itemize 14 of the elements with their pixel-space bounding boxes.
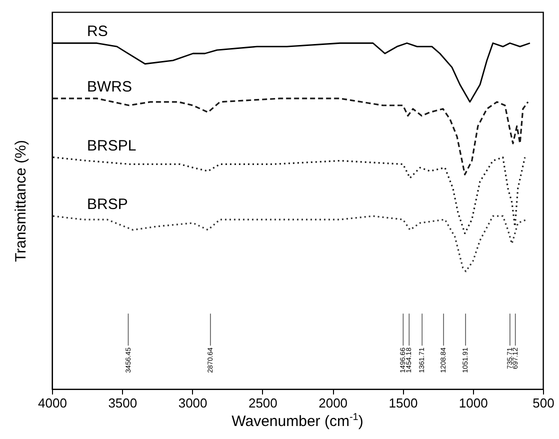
x-tick-label: 4000 — [38, 396, 67, 410]
x-tick-label: 2000 — [318, 396, 348, 410]
series-label: BRSPL — [86, 137, 136, 154]
x-tick-label: 1000 — [458, 396, 488, 410]
series-label: BRSP — [86, 196, 128, 214]
y-axis-title: Transmittance (%) — [12, 140, 30, 262]
series-label: RS — [86, 23, 108, 40]
x-tick-label: 2500 — [248, 396, 278, 410]
x-tick-label: 1500 — [388, 396, 418, 410]
x-tick-label: 500 — [532, 396, 554, 410]
series-label: BWRS — [86, 78, 132, 96]
x-axis-title: Wavenumber (cm$^{-1}$) — [230, 412, 364, 431]
x-tick-label: 3500 — [108, 396, 138, 410]
x-tick-label: 3000 — [178, 396, 208, 410]
